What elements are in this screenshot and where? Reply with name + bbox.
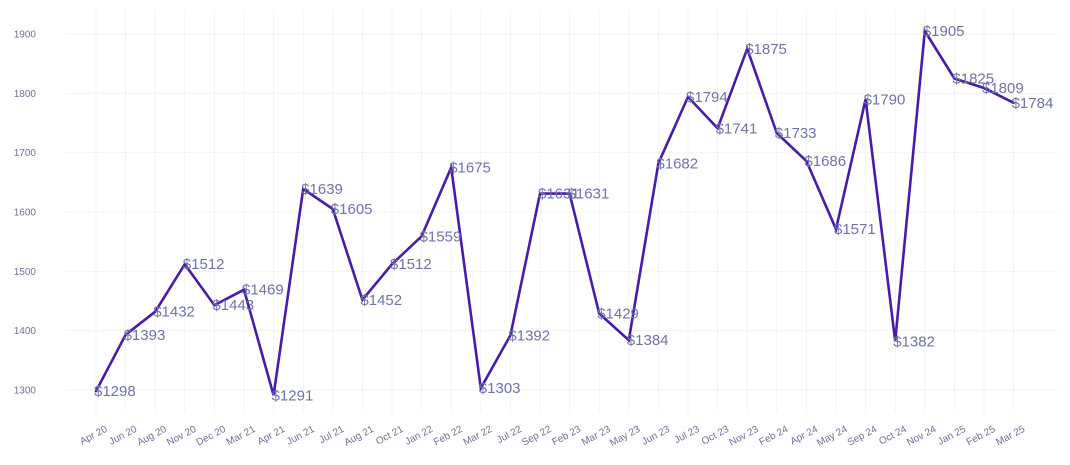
x-tick-label: Nov 24 (905, 424, 939, 449)
data-label: $1429 (597, 305, 639, 322)
x-tick-label: Jan 25 (936, 424, 968, 448)
data-label: $1733 (775, 125, 817, 142)
y-tick-label: 1500 (14, 267, 37, 278)
data-label: $1794 (686, 89, 728, 106)
data-label: $1682 (656, 155, 698, 172)
x-tick-label: Apr 24 (789, 424, 821, 448)
x-tick-label: Oct 23 (700, 424, 732, 448)
data-label: $1512 (390, 256, 432, 273)
x-tick-label: Mar 23 (580, 424, 613, 449)
data-label: $1605 (331, 201, 373, 218)
x-tick-label: Apr 20 (78, 424, 110, 448)
x-tick-label: Jan 22 (403, 424, 435, 448)
x-tick-label: Aug 21 (343, 424, 377, 449)
data-label: $1905 (923, 23, 965, 40)
data-label: $1741 (716, 120, 758, 137)
x-tick-label: Jul 21 (317, 424, 346, 446)
data-label: $1303 (479, 380, 521, 397)
data-label: $1784 (1012, 95, 1054, 112)
data-label: $1512 (183, 256, 225, 273)
y-axis: 1300 1400 1500 1600 1700 1800 1900 (14, 30, 37, 397)
grid (66, 10, 1058, 413)
data-label: $1825 (952, 71, 994, 88)
data-label: $1298 (94, 383, 136, 400)
series (94, 27, 1015, 396)
x-tick-label: Dec 20 (195, 424, 229, 449)
y-tick-label: 1800 (14, 89, 37, 100)
data-labels: $1298 $1393 $1432 $1512 $1443$1469 $1291 $1639… (94, 23, 1053, 404)
data-label: $1675 (449, 160, 491, 177)
y-tick-label: 1300 (14, 386, 37, 397)
data-label: $1452 (360, 292, 402, 309)
data-label: $1432 (153, 304, 195, 321)
data-label: $1790 (864, 91, 906, 108)
x-tick-label: Sep 24 (846, 424, 880, 449)
data-label: $1809 (982, 80, 1024, 97)
series-line (94, 27, 1015, 396)
data-label: $1639 (301, 181, 343, 198)
x-tick-label: Oct 24 (877, 424, 909, 448)
x-tick-label: Feb 25 (965, 424, 998, 449)
x-tick-label: Feb 22 (432, 424, 465, 449)
x-tick-label: Nov 20 (165, 424, 199, 449)
x-tick-label: Feb 23 (550, 424, 583, 449)
data-label: $1469 (242, 282, 284, 299)
x-tick-label: Nov 23 (727, 424, 761, 449)
data-label: $1875 (745, 41, 787, 58)
x-tick-label: Jun 21 (285, 424, 317, 448)
data-label: $1393 (124, 327, 166, 344)
x-tick-label: Oct 21 (374, 424, 406, 448)
data-label: $1291 (272, 387, 314, 404)
data-label: $1443 (212, 297, 254, 314)
x-tick-label: Mar 21 (225, 424, 258, 449)
data-label: $1392 (508, 327, 550, 344)
data-label: $1559 (420, 228, 462, 245)
data-label: $1631 (538, 186, 580, 203)
data-label: $1631 (568, 186, 610, 203)
x-tick-label: Sep 22 (520, 424, 554, 449)
y-tick-label: 1900 (14, 30, 37, 41)
data-label: $1382 (893, 333, 935, 350)
x-tick-label: Aug 20 (135, 424, 169, 449)
data-label: $1686 (804, 153, 846, 170)
data-label: $1571 (834, 221, 876, 238)
x-tick-label: Feb 24 (758, 424, 791, 449)
data-label: $1384 (627, 332, 669, 349)
y-tick-label: 1700 (14, 148, 37, 159)
x-tick-label: Jul 23 (673, 424, 702, 446)
x-tick-label: Jul 22 (495, 424, 524, 446)
y-tick-label: 1600 (14, 208, 37, 219)
x-tick-label: Mar 25 (994, 424, 1027, 449)
x-tick-label: Jun 20 (107, 424, 139, 448)
x-tick-label: Apr 21 (256, 424, 288, 448)
x-tick-label: May 24 (815, 424, 850, 449)
x-tick-label: Jun 23 (640, 424, 672, 448)
y-tick-label: 1400 (14, 326, 37, 337)
x-tick-label: Mar 22 (462, 424, 495, 449)
x-tick-label: May 23 (608, 424, 643, 449)
